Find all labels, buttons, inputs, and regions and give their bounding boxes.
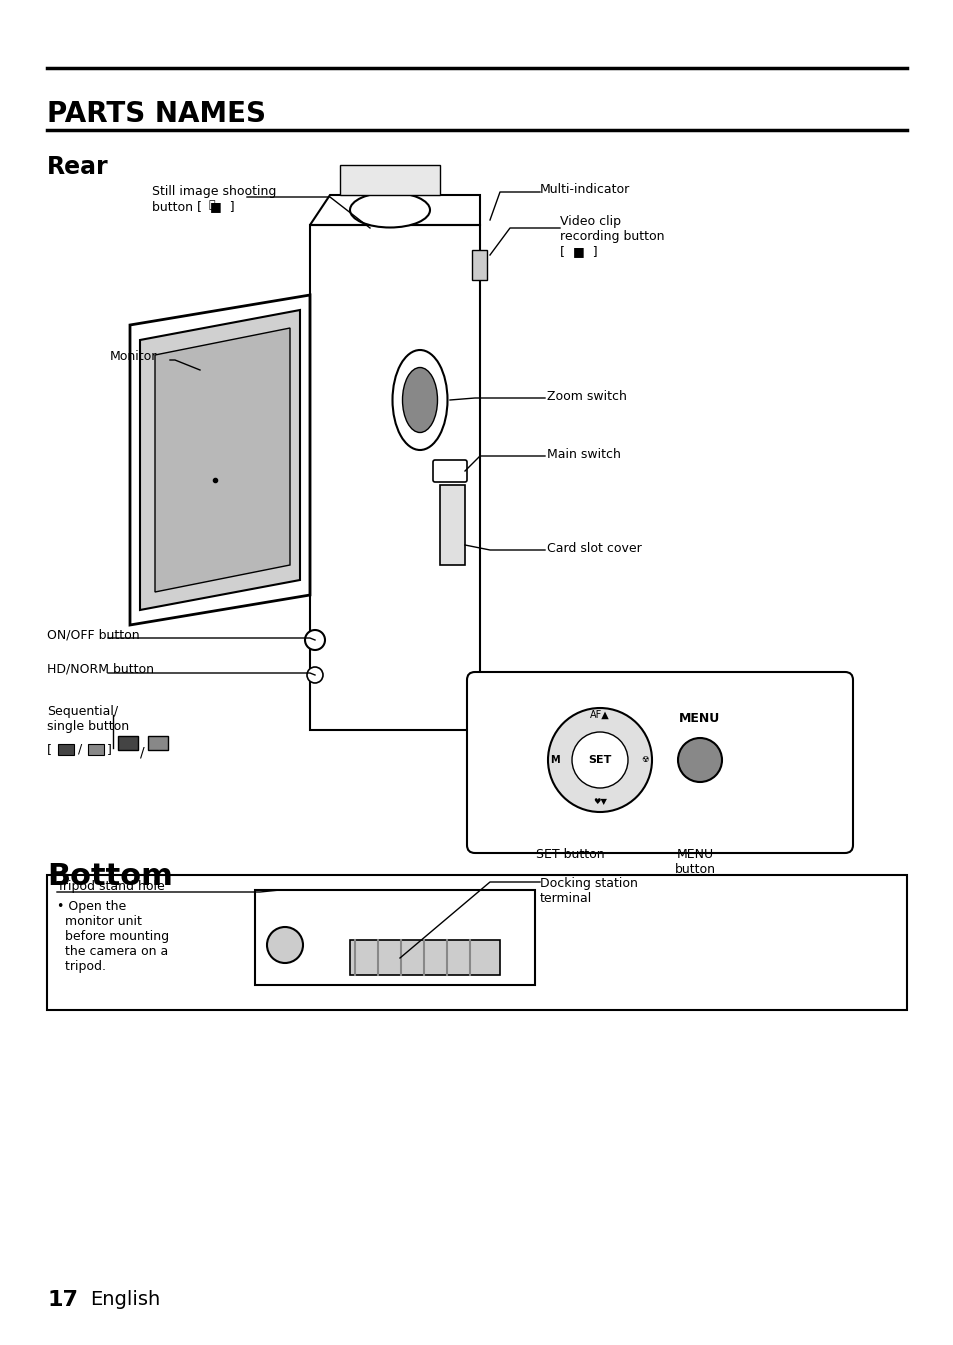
- Text: ☢: ☢: [640, 756, 648, 764]
- Text: Card slot cover: Card slot cover: [546, 542, 641, 555]
- Bar: [58, 744, 74, 755]
- Text: Still image shooting
button [  ■  ]: Still image shooting button [ ■ ]: [152, 186, 276, 213]
- Text: /: /: [140, 745, 145, 759]
- Text: English: English: [90, 1290, 160, 1309]
- Text: 📷: 📷: [209, 200, 215, 210]
- Text: SET button: SET button: [536, 847, 603, 861]
- Text: ON/OFF button: ON/OFF button: [47, 628, 139, 642]
- Circle shape: [572, 732, 627, 788]
- Text: Bottom: Bottom: [47, 862, 172, 890]
- Text: Main switch: Main switch: [546, 448, 620, 461]
- Bar: [339, 165, 439, 195]
- Text: HD/NORM button: HD/NORM button: [47, 663, 153, 677]
- Text: MENU: MENU: [679, 712, 720, 725]
- Text: Rear: Rear: [47, 155, 109, 179]
- Polygon shape: [140, 309, 299, 611]
- Text: Tripod stand hole: Tripod stand hole: [57, 880, 165, 893]
- Bar: [254, 890, 535, 985]
- Text: Sequential/
single button: Sequential/ single button: [47, 705, 129, 733]
- Bar: [148, 736, 168, 751]
- Text: Multi-indicator: Multi-indicator: [539, 183, 630, 196]
- Circle shape: [305, 629, 325, 650]
- Text: MENU
button: MENU button: [674, 847, 715, 876]
- Bar: [472, 250, 486, 280]
- FancyBboxPatch shape: [433, 460, 467, 482]
- Text: Docking station
terminal: Docking station terminal: [539, 877, 638, 905]
- Bar: [439, 486, 464, 565]
- Bar: [88, 744, 104, 755]
- Circle shape: [267, 927, 303, 963]
- Text: Zoom switch: Zoom switch: [546, 390, 626, 403]
- Text: [: [: [47, 742, 52, 756]
- Bar: [118, 736, 138, 751]
- Text: ]: ]: [107, 742, 112, 756]
- Text: ♥▼: ♥▼: [593, 798, 606, 807]
- Text: Video clip
recording button
[  ■  ]: Video clip recording button [ ■ ]: [559, 215, 664, 258]
- Text: AF▲: AF▲: [590, 710, 609, 720]
- Circle shape: [678, 738, 721, 781]
- Polygon shape: [154, 328, 290, 592]
- Text: SET: SET: [588, 755, 611, 765]
- Text: 17: 17: [47, 1290, 78, 1310]
- Text: /: /: [78, 742, 82, 756]
- Circle shape: [547, 707, 651, 812]
- Ellipse shape: [402, 367, 437, 433]
- Text: • Open the
  monitor unit
  before mounting
  the camera on a
  tripod.: • Open the monitor unit before mounting …: [57, 900, 169, 972]
- Text: Monitor: Monitor: [110, 350, 157, 363]
- Circle shape: [307, 667, 323, 683]
- FancyBboxPatch shape: [47, 876, 906, 1010]
- Text: PARTS NAMES: PARTS NAMES: [47, 100, 266, 128]
- Bar: [350, 940, 499, 975]
- FancyBboxPatch shape: [467, 672, 852, 853]
- Ellipse shape: [350, 192, 430, 227]
- Text: M: M: [550, 755, 559, 765]
